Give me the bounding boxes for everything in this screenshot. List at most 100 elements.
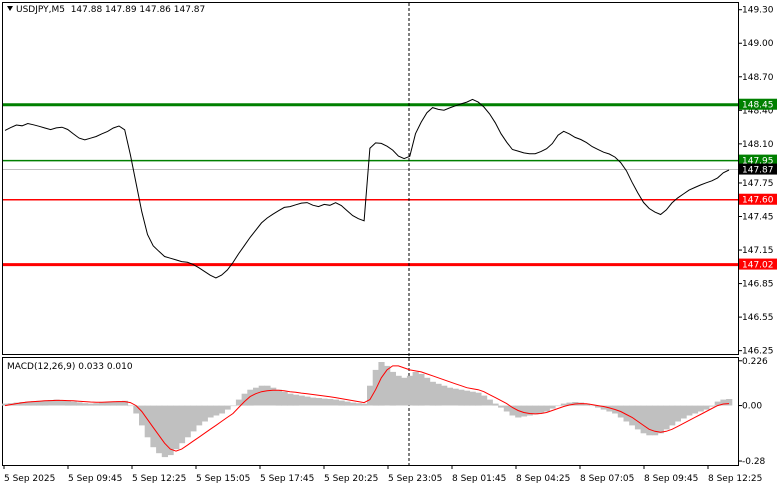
macd-bar — [714, 401, 721, 406]
macd-bar — [458, 389, 465, 406]
macd-bar — [64, 400, 72, 406]
macd-bar — [13, 402, 20, 406]
macd-bar — [207, 405, 214, 418]
time-tick-label: 8 Sep 07:05 — [580, 474, 634, 484]
level-tag-label: 148.45 — [742, 101, 774, 111]
macd-bar — [452, 388, 459, 406]
time-tick-label: 5 Sep 17:45 — [260, 474, 314, 484]
macd-bar — [224, 405, 231, 410]
macd-bar — [76, 402, 83, 406]
macd-bar — [104, 402, 111, 406]
macd-bar — [697, 405, 704, 412]
macd-tick-label: 0.226 — [742, 357, 768, 367]
macd-bar — [657, 405, 664, 434]
macd-bar — [703, 405, 710, 410]
macd-bar — [190, 405, 197, 432]
level-tag-label: 147.02 — [742, 261, 774, 271]
time-tick-label: 8 Sep 04:25 — [516, 474, 570, 484]
macd-bar — [184, 405, 191, 438]
collapse-triangle-icon[interactable] — [7, 6, 13, 11]
macd-bar — [116, 401, 123, 406]
price-tick-label: 148.40 — [742, 106, 774, 116]
macd-bar — [332, 399, 339, 406]
macd-bar — [441, 385, 448, 406]
time-tick-label: 8 Sep 12:25 — [708, 474, 762, 484]
macd-bar — [87, 403, 94, 406]
support-resistance-levels — [3, 103, 738, 267]
macd-bar — [298, 395, 305, 406]
macd-bar — [384, 365, 391, 406]
macd-bar — [178, 405, 186, 444]
macd-bar — [47, 400, 54, 406]
time-tick-label: 8 Sep 09:45 — [644, 474, 698, 484]
macd-bar — [486, 399, 493, 406]
time-tick-label: 5 Sep 2025 — [4, 474, 55, 484]
macd-tick-label: -0.28 — [742, 457, 766, 467]
time-tick-label: 5 Sep 12:25 — [132, 474, 186, 484]
ohlc-values: 147.88 147.89 147.86 147.87 — [70, 5, 206, 15]
macd-bar — [372, 369, 379, 406]
macd-bar — [133, 405, 140, 414]
price-axis: 149.30 149.00 148.70 148.40 148.10 147.75 147.… — [738, 6, 774, 357]
macd-bar — [275, 389, 282, 406]
macd-bar — [595, 405, 602, 408]
macd-bar — [543, 405, 550, 412]
time-tick-label: 5 Sep 09:45 — [68, 474, 122, 484]
time-axis: 5 Sep 2025 5 Sep 09:45 5 Sep 12:25 5 Sep 15… — [3, 465, 762, 484]
macd-bar — [509, 405, 516, 416]
macd-bar — [424, 377, 431, 406]
macd-bar — [93, 403, 100, 406]
macd-bar — [196, 405, 203, 426]
price-tick-label: 146.55 — [742, 313, 774, 323]
macd-bar — [726, 399, 733, 406]
current-price-tag-label: 147.87 — [742, 166, 774, 176]
time-tick-label: 5 Sep 15:05 — [196, 474, 250, 484]
macd-histogram — [2, 362, 733, 458]
macd-bar — [663, 405, 670, 430]
macd-bar — [99, 402, 106, 406]
macd-indicator-label: MACD(12,26,9) 0.033 0.010 — [7, 362, 133, 372]
macd-bar — [389, 371, 396, 406]
macd-bar — [446, 387, 453, 406]
price-tick-label: 146.85 — [742, 280, 774, 290]
macd-bar — [150, 405, 157, 448]
macd-bar — [213, 405, 220, 416]
macd-bar — [526, 405, 533, 416]
macd-bar — [361, 403, 368, 406]
macd-bar — [230, 405, 237, 407]
macd-bar — [30, 401, 37, 406]
macd-bar — [310, 397, 317, 406]
macd-bar — [583, 403, 590, 406]
macd-bar — [281, 391, 288, 406]
macd-bar — [2, 403, 9, 406]
macd-bar — [492, 403, 499, 406]
macd-bar — [481, 395, 488, 406]
price-tick-label: 149.30 — [742, 6, 774, 16]
macd-bar — [110, 401, 117, 406]
macd-bar — [469, 391, 476, 406]
macd-axis: 0.226 0.00 -0.28 — [738, 357, 768, 467]
macd-signal-line — [4, 365, 730, 452]
macd-bar — [691, 405, 699, 414]
macd-bar — [327, 399, 334, 406]
macd-bar — [156, 405, 163, 454]
macd-bar — [463, 390, 471, 406]
price-tick-label: 149.00 — [742, 39, 774, 49]
macd-bar — [623, 405, 630, 422]
macd-bar — [19, 402, 26, 406]
current-price-tag-bg — [739, 163, 777, 175]
macd-bar — [264, 385, 271, 406]
macd-bar — [70, 401, 77, 406]
macd-bar — [247, 389, 254, 406]
macd-bar — [532, 405, 539, 415]
price-tick-label: 147.75 — [742, 179, 774, 189]
macd-bar — [59, 400, 66, 406]
macd-bar — [646, 405, 653, 436]
macd-bar — [367, 385, 374, 406]
macd-bar — [435, 383, 442, 406]
macd-bar — [475, 392, 482, 406]
macd-bar — [549, 405, 556, 409]
macd-bar — [498, 405, 505, 408]
macd-bar — [287, 393, 294, 406]
